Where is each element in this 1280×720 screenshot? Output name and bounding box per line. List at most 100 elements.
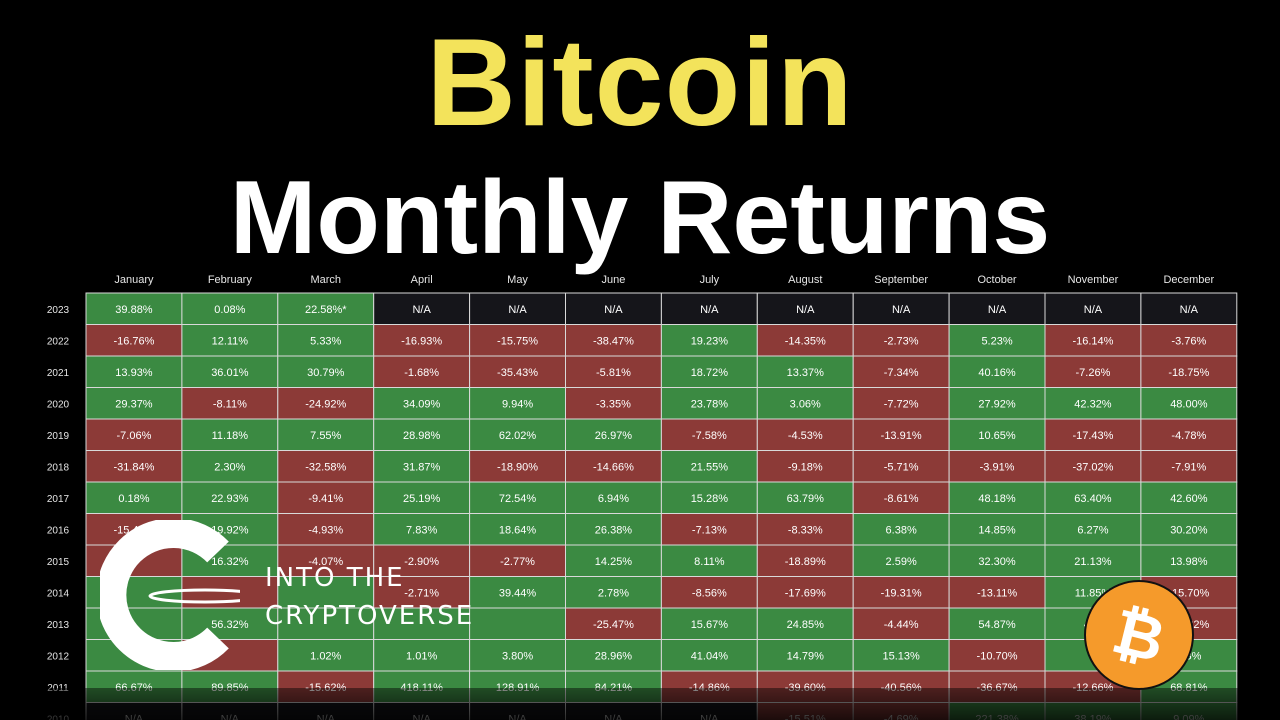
cell-value-2015-9: 2.59% [886,556,917,568]
cell-value-2021-3: 30.79% [307,367,345,379]
cell-2013-4 [373,607,471,640]
cell-2022-4 [373,324,471,357]
cell-value-2015-6: 14.25% [595,556,633,568]
cell-value-2022-1: -16.76% [113,335,154,347]
cell-value-2015-8: -18.89% [785,556,826,568]
cell-value-2015-11: 21.13% [1074,556,1112,568]
cell-value-2023-12: N/A [1180,304,1199,316]
cell-2023-4 [373,292,471,325]
cell-value-2019-8: -4.53% [788,430,823,442]
cell-value-2014-8: -17.69% [785,587,826,599]
cell-value-2016-9: 6.38% [886,524,917,536]
cell-2017-4 [373,481,471,514]
row-year-2020: 2020 [47,399,70,410]
cell-value-2013-8: 24.85% [787,619,825,631]
cell-2023-10 [948,292,1046,325]
cell-2019-12 [1140,418,1238,451]
column-header-may: May [507,274,528,286]
cell-value-2013-2: 56.32% [211,619,249,631]
cell-value-2017-12: 42.60% [1170,493,1208,505]
cell-2012-4 [373,639,471,672]
cell-value-2012-7: 41.04% [691,650,729,662]
cell-value-2023-3: 22.58%* [305,304,347,316]
row-year-2021: 2021 [47,368,70,379]
cell-2018-6 [565,450,662,483]
cell-value-2022-6: -38.47% [593,335,634,347]
cell-2023-12 [1140,292,1238,325]
column-header-march: March [310,274,341,286]
brand-line-2: CRYPTOVERSE [265,601,475,631]
cell-value-2017-6: 6.94% [598,493,629,505]
cell-value-2020-7: 23.78% [691,398,729,410]
cell-2019-11 [1044,418,1142,451]
cell-value-2022-10: 5.23% [981,335,1012,347]
cell-value-2015-3: -4.07% [308,556,343,568]
cell-value-2014-4: -2.71% [404,587,439,599]
cell-2021-9 [852,355,950,388]
cell-2019-1 [85,418,183,451]
cell-2023-7 [660,292,758,325]
cell-value-2015-5: -2.77% [500,556,535,568]
cell-value-2021-4: -1.68% [404,367,439,379]
cell-value-2019-11: -17.43% [1072,430,1113,442]
cell-2017-6 [565,481,662,514]
cell-value-2015-10: 32.30% [978,556,1016,568]
cell-value-2022-9: -2.73% [884,335,919,347]
cell-2023-11 [1044,292,1142,325]
cell-value-2020-5: 9.94% [502,398,533,410]
cell-value-2015-7: 8.11% [694,556,725,568]
cell-2017-9 [852,481,950,514]
cell-2013-10 [948,607,1046,640]
cell-value-2023-11: N/A [1084,304,1103,316]
cell-value-2016-2: 19.92% [211,524,249,536]
cell-2020-7 [660,387,758,420]
svg-text:₿: ₿ [1106,594,1173,677]
cell-value-2023-1: 39.88% [115,304,153,316]
cell-value-2018-6: -14.66% [593,461,634,473]
cell-value-2019-5: 62.02% [499,430,537,442]
cell-value-2014-5: 39.44% [499,587,537,599]
row-year-2019: 2019 [47,431,70,442]
cell-value-2020-1: 29.37% [115,398,153,410]
cell-value-2012-6: 28.96% [595,650,633,662]
cell-value-2021-6: -5.81% [596,367,631,379]
cell-value-2016-11: 6.27% [1077,524,1108,536]
cell-2016-3 [277,513,375,546]
cell-2020-10 [948,387,1046,420]
cell-value-2022-5: -15.75% [497,335,538,347]
cell-2013-2 [181,607,279,640]
cell-value-2020-2: -8.11% [213,398,247,410]
bitcoin-icon: ₿ [1084,580,1194,690]
cell-2015-8 [756,544,854,577]
cell-value-2019-4: 28.98% [403,430,441,442]
row-year-2022: 2022 [47,336,70,347]
cell-value-2022-8: -14.35% [785,335,826,347]
cell-2018-10 [948,450,1046,483]
cell-value-2018-1: -31.84% [113,461,154,473]
cell-value-2012-4: 1.01% [406,650,437,662]
cell-value-2014-9: -19.31% [881,587,922,599]
cell-value-2018-9: -5.71% [884,461,919,473]
cell-2018-12 [1140,450,1238,483]
cell-value-2022-2: 12.11% [212,335,249,347]
cell-value-2014-6: 2.78% [598,587,629,599]
cell-2022-11 [1044,324,1142,357]
cell-value-2016-5: 18.64% [499,524,537,536]
cell-value-2023-7: N/A [700,304,719,316]
cell-value-2017-8: 63.79% [787,493,825,505]
cell-2016-8 [756,513,854,546]
column-header-april: April [411,274,433,286]
row-year-2014: 2014 [47,588,70,599]
cell-value-2015-4: -2.90% [404,556,439,568]
row-year-2016: 2016 [47,525,70,536]
cell-value-2012-3: 1.02% [310,650,341,662]
cell-2015-4 [373,544,471,577]
cell-value-2022-4: -16.93% [401,335,442,347]
cell-value-2021-7: 18.72% [691,367,729,379]
cell-2019-9 [852,418,950,451]
column-header-november: November [1068,274,1119,286]
cell-2022-3 [277,324,375,357]
cell-2017-2 [181,481,279,514]
cell-2015-7 [660,544,758,577]
